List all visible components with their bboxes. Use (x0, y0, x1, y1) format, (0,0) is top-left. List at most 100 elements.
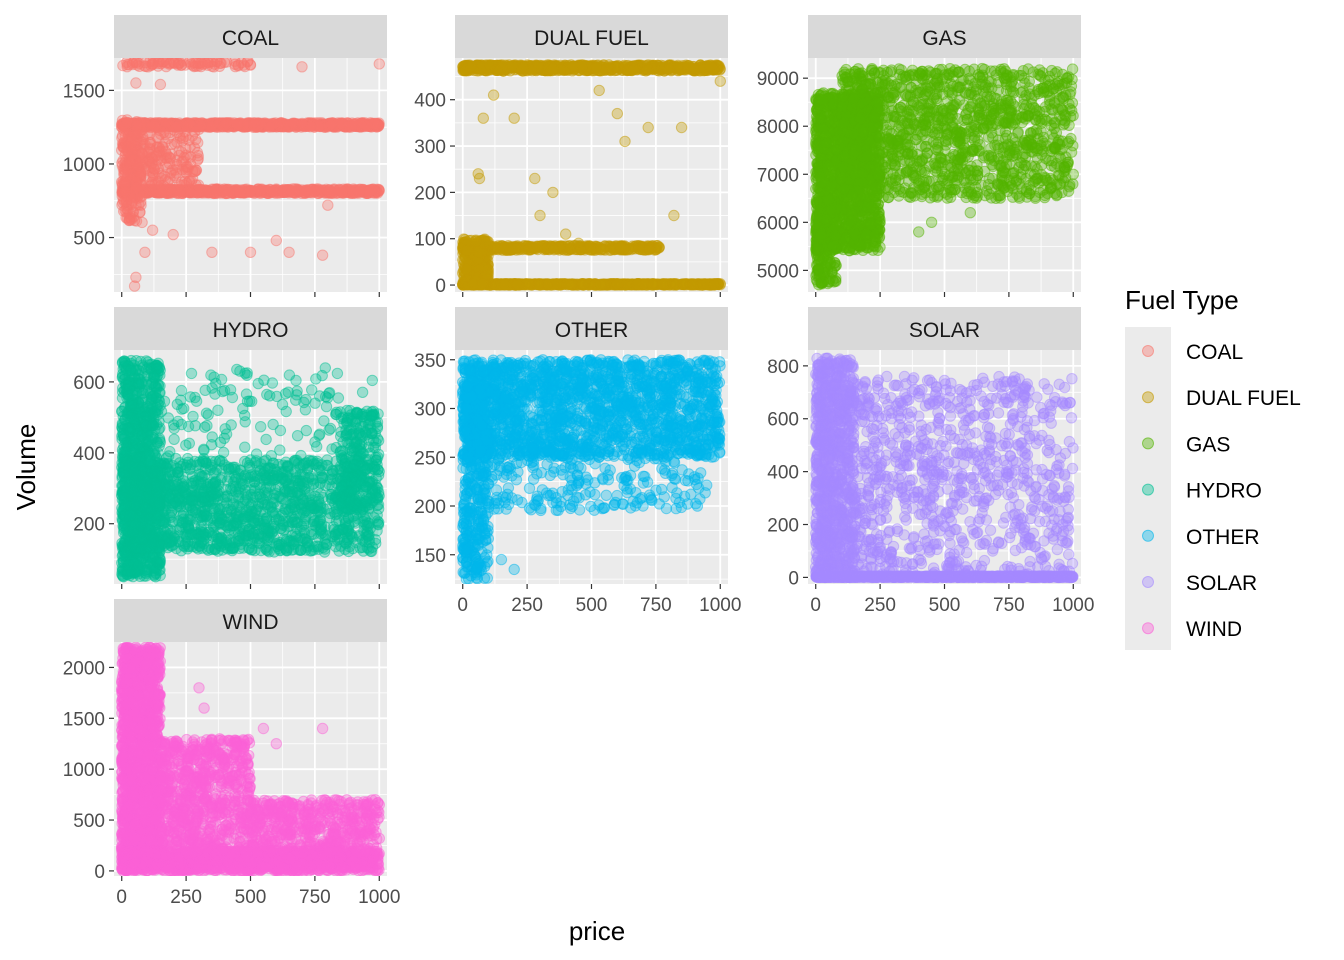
point (175, 146, 188, 158)
point (522, 278, 535, 291)
point (662, 63, 675, 76)
point (128, 58, 141, 68)
point (123, 214, 136, 227)
point (560, 228, 572, 240)
point (653, 241, 665, 254)
point (244, 246, 257, 259)
point (322, 199, 334, 211)
y-tick-label: 5000 (757, 261, 799, 282)
y-tick-label: 400 (414, 91, 446, 112)
point (526, 65, 538, 77)
y-tick-label: 8000 (757, 117, 799, 138)
point (343, 120, 355, 132)
point (373, 58, 385, 70)
point (704, 60, 716, 72)
point (192, 179, 205, 191)
point (189, 165, 202, 178)
point (353, 185, 365, 198)
point (327, 117, 339, 129)
point (642, 121, 654, 134)
point (168, 58, 180, 69)
point (243, 186, 256, 199)
point (611, 107, 623, 120)
point (572, 237, 585, 250)
point (130, 77, 142, 89)
point (316, 249, 329, 261)
y-tick-label: 6000 (757, 213, 799, 234)
point (210, 183, 223, 196)
point (590, 62, 602, 74)
point (175, 59, 187, 71)
points-coal (116, 58, 385, 292)
point (563, 278, 575, 291)
point (675, 121, 688, 134)
point (334, 184, 346, 196)
point (613, 240, 626, 252)
point (215, 58, 227, 69)
point (152, 176, 165, 188)
y-tick-label: 1000 (63, 155, 105, 176)
point (202, 58, 214, 68)
point (146, 224, 159, 236)
point (567, 60, 580, 72)
point (299, 187, 311, 199)
point (499, 278, 511, 290)
point (529, 172, 541, 185)
point (595, 279, 607, 291)
point (484, 59, 496, 71)
point (304, 121, 317, 133)
point (131, 120, 143, 132)
strip-label-gas: GAS (922, 27, 966, 50)
point (507, 59, 519, 72)
point (360, 120, 373, 132)
point (461, 244, 473, 256)
point (477, 112, 489, 124)
point (244, 58, 257, 71)
point (593, 84, 605, 97)
point (192, 137, 204, 149)
point (248, 121, 261, 133)
point (714, 75, 726, 87)
point (619, 135, 631, 148)
y-tick-label: 1500 (63, 81, 105, 102)
strip-label-dual-fuel: DUAL FUEL (534, 27, 649, 50)
point (234, 186, 246, 199)
point (154, 78, 167, 91)
point (356, 186, 369, 198)
y-tick-label: 9000 (757, 69, 799, 90)
point (163, 158, 176, 170)
point (534, 209, 546, 222)
point (473, 172, 486, 185)
point (668, 209, 680, 222)
point (285, 185, 298, 197)
point (510, 242, 522, 255)
point (252, 183, 264, 196)
point (189, 126, 201, 138)
point (255, 183, 267, 196)
point (708, 279, 721, 291)
point (641, 64, 654, 76)
point (548, 244, 560, 256)
point (152, 132, 164, 144)
point (120, 195, 132, 208)
point (191, 147, 204, 159)
point (248, 117, 261, 129)
point (119, 165, 131, 177)
point (167, 228, 179, 241)
point (595, 243, 607, 255)
point (611, 278, 624, 290)
point (577, 279, 589, 291)
point (310, 184, 322, 197)
point (131, 159, 144, 172)
point (162, 175, 174, 188)
y-tick-label: 500 (73, 229, 105, 250)
point (461, 263, 473, 275)
point (206, 246, 218, 259)
point (116, 144, 128, 156)
point (325, 118, 337, 131)
point (476, 278, 489, 290)
strip-coal (114, 15, 387, 58)
